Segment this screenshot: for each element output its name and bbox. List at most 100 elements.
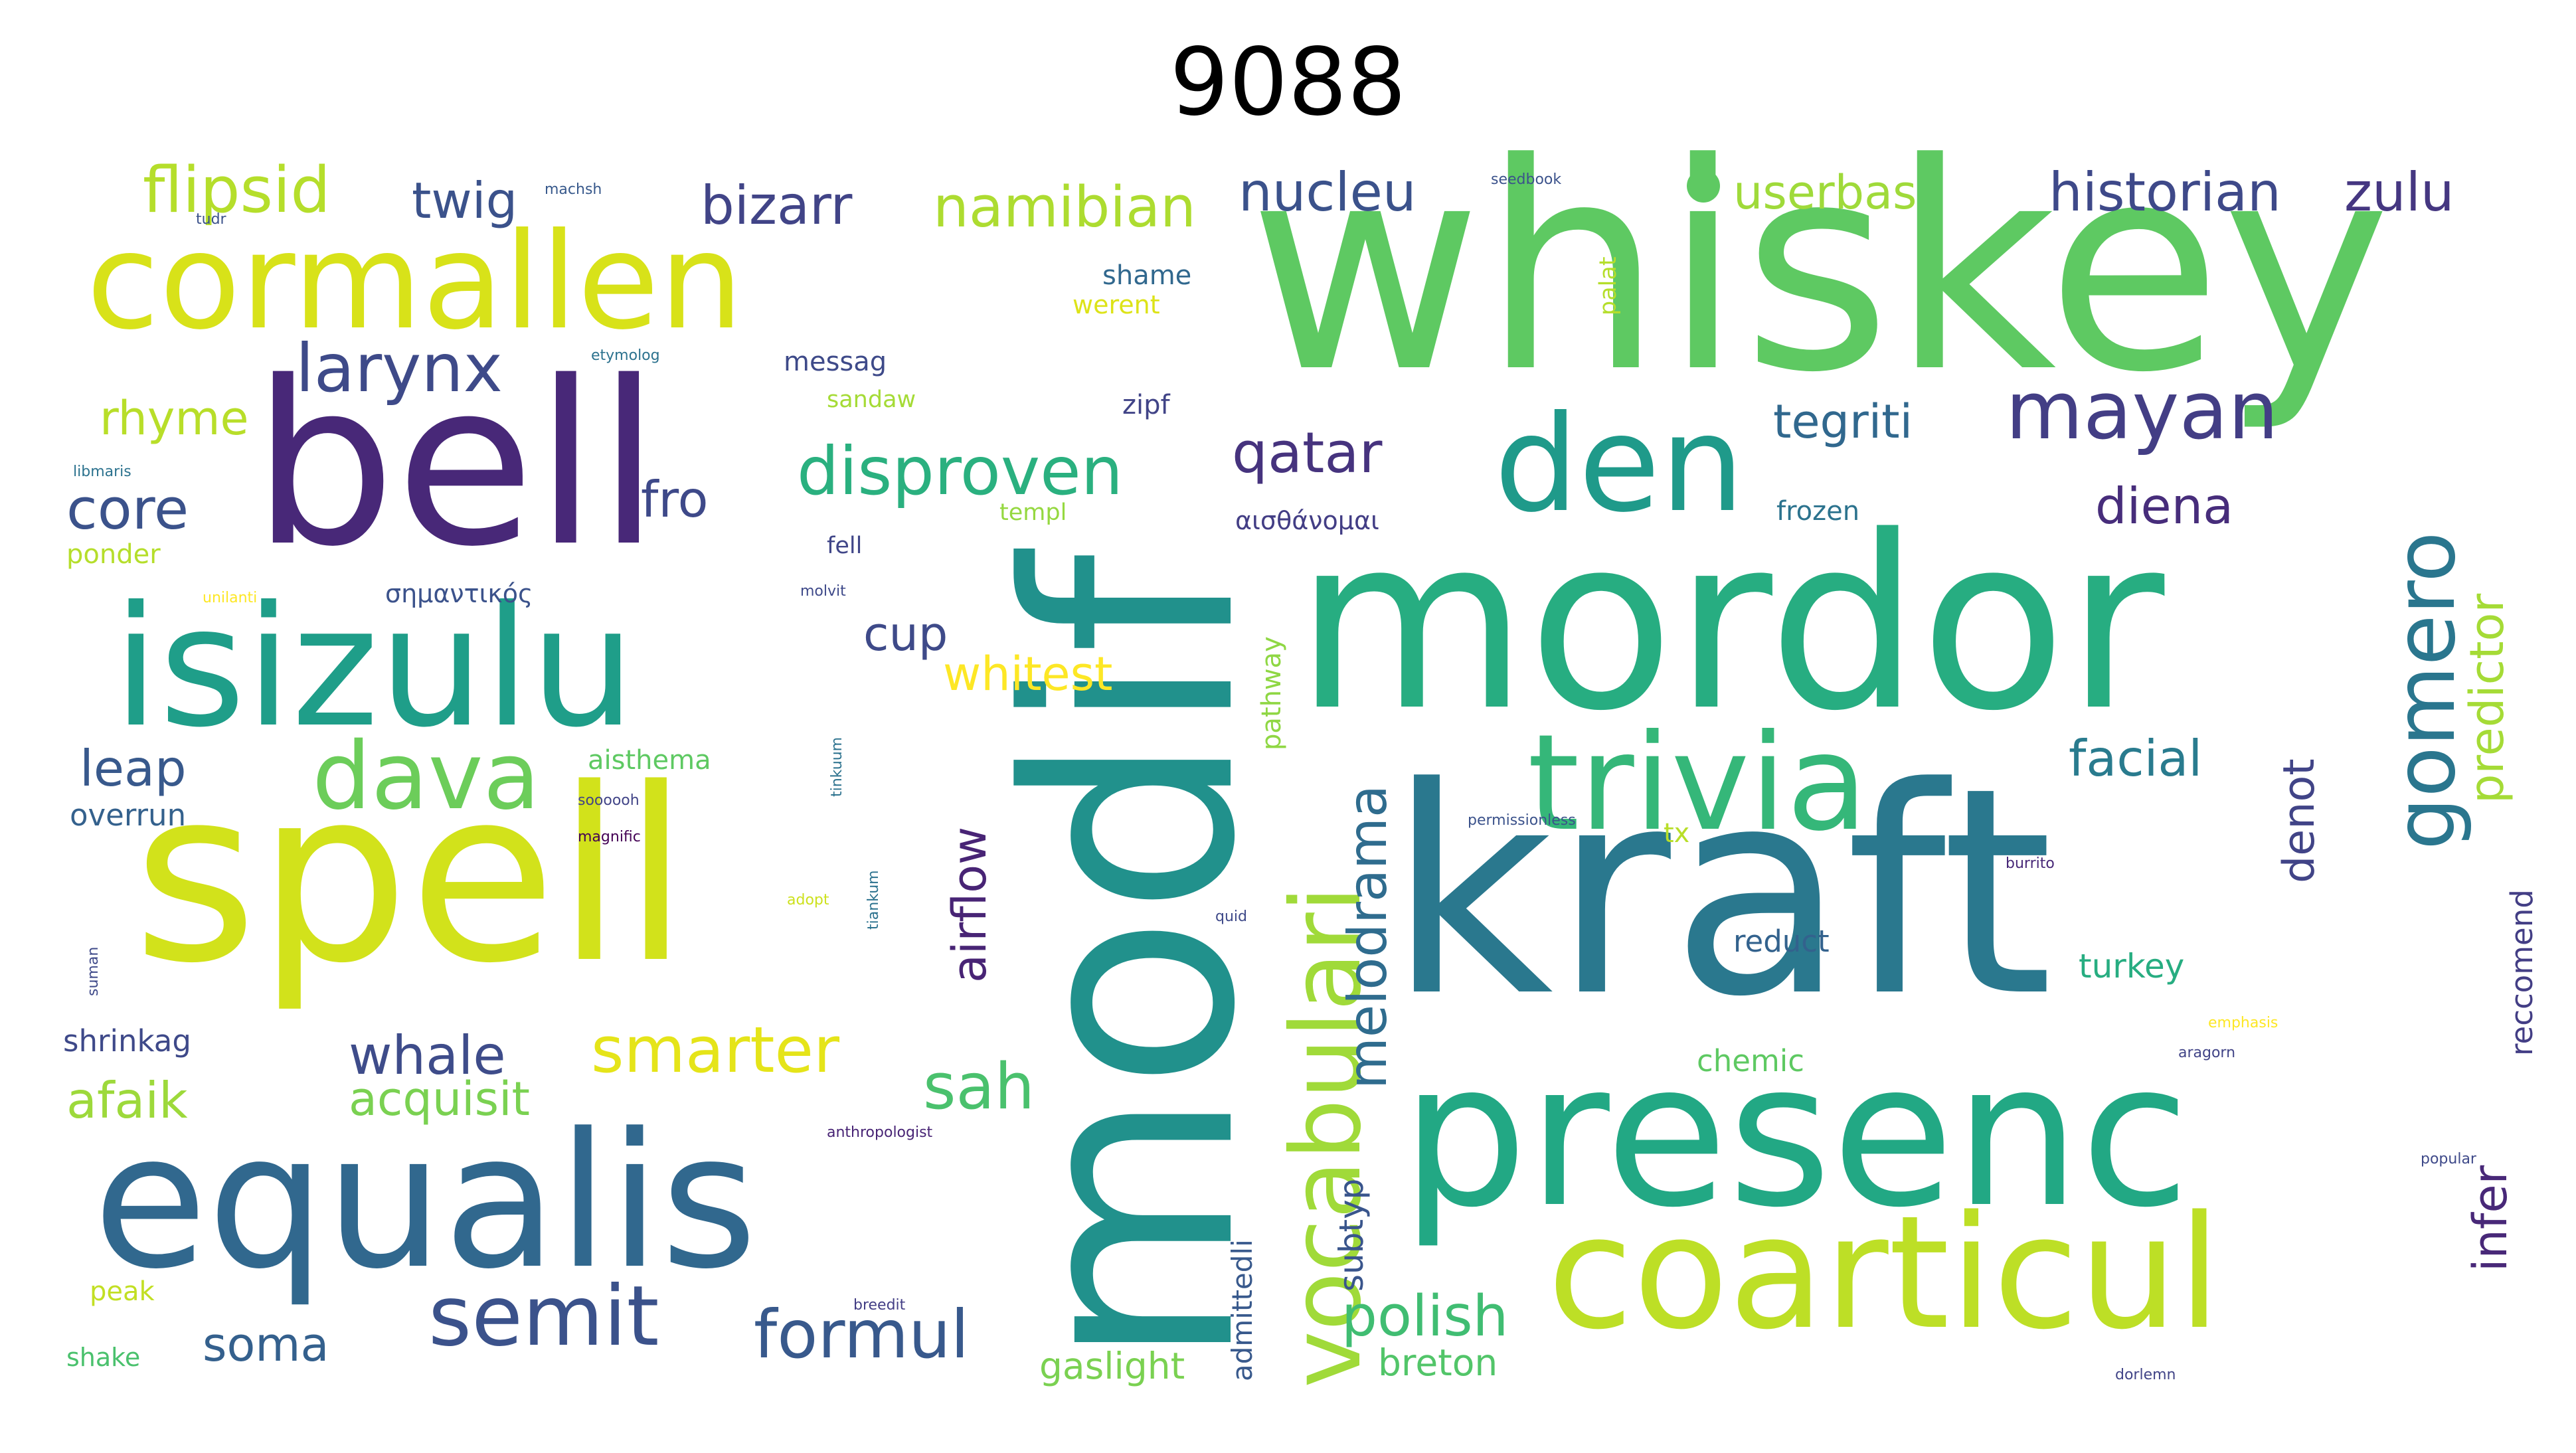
word-libmaris: libmaris — [73, 464, 131, 480]
word-dot — [1687, 169, 1720, 203]
word-denot: denot — [2275, 758, 2324, 883]
word-unilanti: unilanti — [203, 590, 258, 606]
word-aisthanomai: αισθάνομαι — [1235, 506, 1379, 535]
word-airflow: airflow — [942, 826, 997, 983]
word-whiskey: whiskey — [1248, 103, 2391, 435]
word-admittedli: admittedli — [1226, 1239, 1258, 1381]
word-tiankum: tiankum — [865, 870, 882, 930]
word-machsh: machsh — [545, 181, 602, 198]
word-emphasis: emphasis — [2208, 1015, 2278, 1031]
word-breton: breton — [1378, 1341, 1498, 1384]
word-breedit: breedit — [853, 1297, 906, 1314]
word-cup: cup — [863, 607, 948, 661]
word-molvit: molvit — [800, 583, 846, 600]
word-aisthema: aisthema — [588, 745, 711, 776]
word-sandaw: sandaw — [827, 386, 916, 413]
word-soooooh: soooooh — [578, 792, 640, 809]
word-dava: dava — [312, 723, 541, 831]
word-fro: fro — [641, 470, 709, 529]
word-tinkuum: tinkuum — [829, 736, 845, 797]
word-simantikos: σημαντικός — [385, 579, 533, 608]
word-disproven: disproven — [797, 432, 1124, 510]
word-quid: quid — [1215, 908, 1247, 925]
word-shrinkag: shrinkag — [63, 1023, 191, 1059]
word-soma: soma — [203, 1318, 329, 1372]
cloud-title: 9088 — [1169, 29, 1407, 137]
word-mayan: mayan — [2006, 365, 2279, 458]
word-bizarr: bizarr — [701, 175, 853, 236]
word-reduct: reduct — [1733, 924, 1830, 959]
word-suman: suman — [85, 946, 102, 996]
word-formul: formul — [754, 1296, 970, 1373]
word-diena: diena — [2095, 477, 2234, 535]
word-nucleu: nucleu — [1239, 161, 1417, 223]
word-magnific: magnific — [578, 829, 641, 845]
word-equalis: equalis — [93, 1094, 758, 1310]
word-userbas: userbas — [1733, 165, 1917, 220]
word-tudr: tudr — [196, 211, 226, 228]
word-larynx: larynx — [296, 329, 503, 407]
word-whale: whale — [349, 1025, 506, 1086]
word-presenc: presenc — [1401, 1019, 2190, 1251]
word-aragorn: aragorn — [2178, 1045, 2236, 1061]
word-adopt: adopt — [787, 892, 829, 908]
word-polish: polish — [1341, 1284, 1509, 1349]
word-historian: historian — [2049, 161, 2281, 223]
word-frozen: frozen — [1776, 496, 1860, 527]
word-tegriti: tegriti — [1773, 394, 1913, 449]
word-rhyme: rhyme — [100, 391, 249, 446]
word-mordor: mordor — [1295, 485, 2165, 763]
word-gomero: gomero — [2377, 531, 2474, 850]
word-chemic: chemic — [1697, 1043, 1805, 1078]
word-subtyp: subtyp — [1332, 1178, 1371, 1292]
word-predictor: predictor — [2460, 593, 2514, 804]
word-semit: semit — [428, 1268, 659, 1365]
word-melodrama: melodrama — [1337, 785, 1399, 1089]
word-acquisit: acquisit — [349, 1072, 530, 1126]
word-dorlemn: dorlemn — [2115, 1367, 2176, 1383]
word-kraft: kraft — [1388, 727, 2053, 1059]
word-zipf: zipf — [1122, 390, 1170, 420]
word-coarticul: coarticul — [1547, 1183, 2221, 1364]
word-peak: peak — [90, 1276, 155, 1307]
word-overrun: overrun — [70, 798, 187, 833]
word-tx: tx — [1664, 818, 1690, 849]
word-templ: templ — [999, 499, 1067, 526]
word-qatar: qatar — [1232, 420, 1383, 486]
word-bell: bell — [252, 333, 660, 596]
word-reccomend: reccomend — [2504, 889, 2539, 1056]
word-trivia: trivia — [1527, 706, 1868, 861]
word-whitest: whitest — [943, 647, 1113, 701]
word-facial: facial — [2069, 729, 2203, 788]
word-werent: werent — [1073, 290, 1160, 319]
word-infer: infer — [2463, 1165, 2518, 1272]
word-afaik: afaik — [66, 1071, 188, 1130]
word-anthropologist: anthropologist — [827, 1124, 933, 1141]
word-zulu: zulu — [2344, 161, 2454, 223]
word-smarter: smarter — [591, 1014, 840, 1087]
word-pathway: pathway — [1256, 636, 1287, 750]
word-spell: spell — [133, 737, 689, 1015]
word-flipsid: flipsid — [143, 154, 331, 227]
word-messag: messag — [784, 347, 887, 377]
word-seedbook: seedbook — [1491, 171, 1562, 188]
word-shake: shake — [66, 1343, 141, 1372]
word-etymolog: etymolog — [591, 347, 660, 364]
word-permissionless: permissionless — [1468, 812, 1576, 829]
word-cormallen: cormallen — [86, 205, 744, 359]
word-leap: leap — [80, 739, 187, 798]
word-core: core — [66, 477, 189, 543]
word-burrito: burrito — [2006, 855, 2055, 872]
word-twig: twig — [412, 171, 518, 230]
word-isizulu: isizulu — [113, 570, 636, 764]
word-namibian: namibian — [933, 175, 1196, 240]
word-den: den — [1494, 387, 1745, 542]
word-gaslight: gaslight — [1039, 1345, 1185, 1387]
word-fell: fell — [827, 533, 863, 559]
word-palat: palat — [1595, 256, 1622, 315]
word-popular: popular — [2421, 1151, 2476, 1167]
word-ponder: ponder — [66, 539, 161, 570]
word-sah: sah — [923, 1051, 1035, 1124]
word-turkey: turkey — [2079, 947, 2185, 985]
